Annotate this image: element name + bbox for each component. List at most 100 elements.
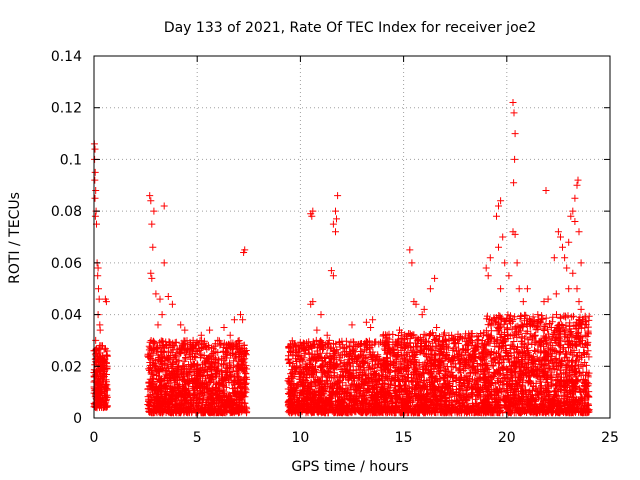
data-point	[293, 386, 301, 394]
data-point	[196, 373, 204, 380]
data-point	[97, 392, 105, 399]
data-point	[153, 348, 161, 356]
data-point	[163, 384, 171, 392]
data-point	[235, 349, 243, 356]
data-point	[160, 349, 168, 357]
data-point	[102, 351, 110, 359]
data-point	[95, 381, 103, 389]
data-point	[199, 363, 207, 371]
data-point	[229, 368, 237, 375]
data-point	[204, 384, 212, 392]
data-point	[208, 395, 216, 403]
data-point	[161, 357, 169, 365]
data-point	[314, 351, 322, 359]
data-point	[233, 367, 241, 375]
data-point	[170, 409, 178, 417]
data-point	[229, 343, 237, 351]
data-point	[212, 399, 220, 407]
data-point	[200, 406, 208, 414]
data-point	[235, 337, 243, 344]
data-point	[166, 339, 174, 347]
data-point	[172, 401, 180, 409]
data-point	[156, 354, 164, 362]
data-point	[185, 390, 193, 398]
data-point	[236, 376, 244, 383]
data-point	[194, 384, 202, 392]
data-point	[221, 360, 229, 368]
data-point	[168, 363, 176, 371]
data-point	[299, 357, 307, 365]
data-point	[154, 356, 162, 363]
data-point	[231, 384, 239, 392]
data-point	[234, 337, 242, 345]
data-point	[178, 399, 186, 407]
data-point	[155, 389, 162, 397]
data-point	[208, 375, 216, 383]
data-point	[157, 337, 165, 345]
data-point	[174, 362, 182, 370]
data-point	[340, 348, 348, 356]
data-point	[205, 404, 213, 412]
data-point	[239, 356, 247, 364]
data-point	[371, 397, 379, 405]
data-point	[217, 340, 225, 348]
data-point	[230, 376, 238, 384]
data-point	[213, 383, 221, 391]
data-point	[160, 375, 168, 383]
data-point	[239, 357, 247, 365]
data-point	[242, 370, 250, 378]
data-point	[366, 362, 373, 370]
data-point	[371, 391, 379, 399]
data-point	[312, 336, 320, 344]
data-point	[235, 392, 243, 400]
data-point	[228, 350, 236, 358]
data-point	[241, 348, 249, 356]
data-point	[237, 382, 245, 390]
data-point	[99, 363, 107, 371]
data-point	[147, 399, 155, 407]
data-point	[168, 349, 176, 357]
data-point	[239, 365, 247, 372]
data-point	[198, 352, 206, 360]
data-point	[300, 343, 307, 351]
data-point	[94, 369, 101, 377]
data-point	[341, 395, 349, 403]
data-point	[345, 343, 353, 351]
data-point	[185, 376, 193, 384]
data-point	[232, 404, 240, 411]
data-point	[150, 409, 157, 417]
data-point	[175, 347, 183, 355]
data-point	[216, 407, 224, 415]
data-point	[164, 364, 172, 372]
data-point	[163, 371, 171, 379]
data-point	[184, 398, 192, 406]
data-point	[167, 375, 175, 383]
data-point	[97, 353, 105, 361]
data-point	[147, 382, 155, 390]
data-point	[222, 404, 229, 412]
data-point	[200, 379, 208, 387]
data-point	[176, 409, 184, 416]
data-point	[231, 354, 239, 362]
data-point	[172, 338, 180, 346]
data-point	[150, 395, 158, 403]
data-point	[195, 368, 203, 376]
data-point	[372, 375, 380, 383]
data-point	[353, 341, 361, 349]
data-point	[208, 400, 216, 407]
data-point	[363, 396, 371, 404]
data-point	[337, 357, 345, 365]
data-point	[156, 376, 164, 384]
data-point	[91, 403, 99, 411]
data-point	[224, 400, 232, 408]
data-point	[194, 398, 202, 406]
data-point	[161, 403, 169, 411]
data-point	[223, 343, 231, 351]
data-point	[177, 392, 185, 400]
data-point	[220, 409, 228, 417]
data-point	[242, 362, 250, 370]
data-point	[196, 337, 204, 345]
data-point	[336, 343, 344, 351]
data-point	[304, 391, 312, 398]
